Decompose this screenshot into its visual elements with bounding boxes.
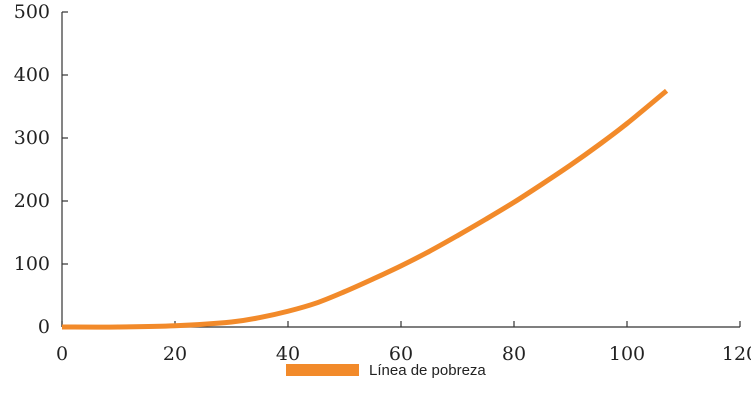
legend-label: Línea de pobreza bbox=[369, 362, 486, 379]
x-tick-label: 80 bbox=[502, 343, 526, 365]
x-tick-label: 20 bbox=[163, 343, 187, 365]
x-tick-label: 60 bbox=[389, 343, 413, 365]
legend: Línea de pobreza bbox=[286, 362, 486, 379]
y-tick-label: 400 bbox=[14, 64, 50, 86]
x-tick-label: 40 bbox=[276, 343, 300, 365]
legend-swatch bbox=[286, 364, 359, 376]
axes bbox=[61, 12, 740, 328]
plot-area bbox=[61, 88, 669, 330]
series-line bbox=[61, 88, 669, 330]
x-tick-label: 120 bbox=[722, 343, 751, 365]
y-tick-label: 300 bbox=[14, 127, 50, 149]
y-tick-label: 100 bbox=[14, 253, 50, 275]
x-tick-label: 0 bbox=[56, 343, 68, 365]
y-tick-label: 200 bbox=[14, 190, 50, 212]
y-tick-label: 0 bbox=[38, 316, 50, 338]
y-tick-label: 500 bbox=[14, 1, 50, 23]
x-axis-ticks: 0 20 40 60 80 100 120 bbox=[56, 321, 751, 365]
y-axis-ticks: 0 100 200 300 400 500 bbox=[14, 1, 68, 338]
x-tick-label: 100 bbox=[609, 343, 645, 365]
